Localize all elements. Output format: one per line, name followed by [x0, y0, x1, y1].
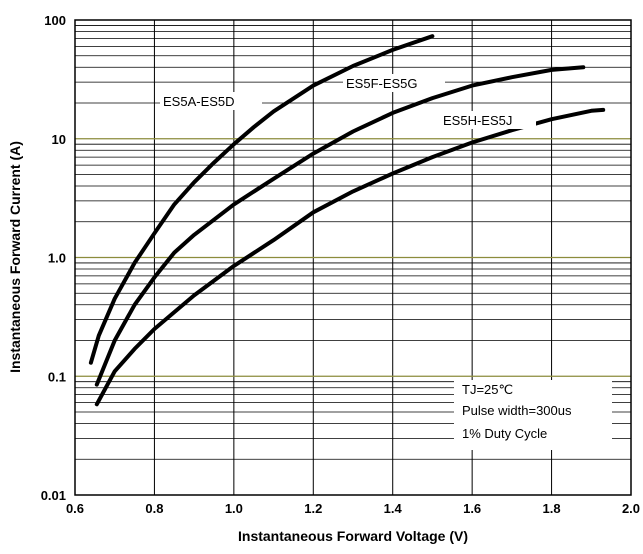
- x-tick-label: 1.8: [543, 501, 561, 516]
- plot-frame: [74, 19, 632, 496]
- x-tick-label: 2.0: [622, 501, 640, 516]
- conditions-note-background: [454, 380, 612, 450]
- tick-labels: 0.6 0.8 1.0 1.2 1.4 1.6 1.8 2.0 0.01 0.1 1.0 10 100: [41, 13, 640, 516]
- series-label-es5h-es5j: ES5H-ES5J: [443, 113, 512, 128]
- x-axis-title: Instantaneous Forward Voltage (V): [238, 528, 468, 544]
- note-pulse-width: Pulse width=300us: [462, 403, 572, 418]
- x-tick-label: 1.6: [463, 501, 481, 516]
- x-tick-label: 1.2: [304, 501, 322, 516]
- label-bg-es5a: [160, 92, 262, 110]
- y-tick-label: 0.1: [48, 369, 66, 384]
- label-bg-es5f: [343, 74, 445, 92]
- x-tick-label: 1.4: [384, 501, 403, 516]
- y-tick-label: 10: [52, 132, 66, 147]
- label-bg-es5h: [440, 111, 536, 129]
- series-label-es5f-es5g: ES5F-ES5G: [346, 76, 418, 91]
- x-tick-label: 1.0: [225, 501, 243, 516]
- x-tick-label: 0.6: [66, 501, 84, 516]
- series-line-1: [88, 34, 435, 365]
- conditions-note: TJ=25℃ Pulse width=300us 1% Duty Cycle: [454, 380, 612, 450]
- series-labels: ES5A-ES5D ES5F-ES5G ES5H-ES5J: [160, 74, 536, 129]
- y-tick-label: 0.01: [41, 488, 66, 503]
- note-duty-cycle: 1% Duty Cycle: [462, 426, 547, 441]
- y-tick-label: 1.0: [48, 251, 66, 266]
- series-line-2: [94, 65, 586, 387]
- y-tick-label: 100: [44, 13, 66, 28]
- y-axis-title: Instantaneous Forward Current (A): [7, 141, 23, 373]
- series-label-es5a-es5d: ES5A-ES5D: [163, 94, 235, 109]
- note-temperature: TJ=25℃: [462, 382, 513, 397]
- x-tick-label: 0.8: [145, 501, 163, 516]
